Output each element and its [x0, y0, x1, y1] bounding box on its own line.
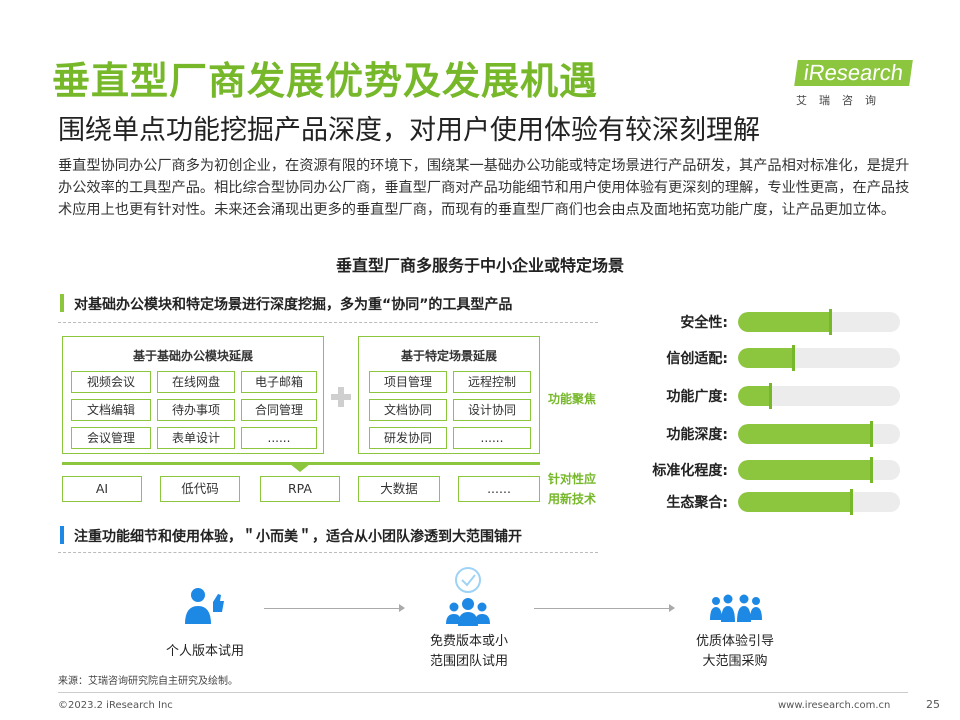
chip-contract: 合同管理 [241, 399, 317, 421]
section1-marker [60, 294, 64, 312]
section2-title: 注重功能细节和使用体验，＂小而美＂，适合从小团队渗透到大范围铺开 [74, 529, 522, 545]
website-link[interactable]: www.iresearch.com.cn [778, 700, 891, 711]
group-scene-title: 基于特定场景延展 [400, 349, 497, 363]
chip-email: 电子邮箱 [241, 371, 317, 393]
bar-label-security: 安全性: [680, 315, 728, 331]
tech-separator [62, 462, 540, 465]
separator-notch [290, 464, 310, 472]
section2-marker [60, 526, 64, 544]
bar-track-depth [738, 424, 900, 444]
group-basic-title: 基于基础办公模块延展 [132, 349, 253, 363]
diagram-heading: 垂直型厂商多服务于中小企业或特定场景 [335, 256, 624, 275]
tech-big-data: 大数据 [358, 476, 440, 502]
bar-marker-0 [829, 309, 832, 335]
bar-track-xinchuang [738, 348, 900, 368]
bar-fill-xinchuang [738, 348, 793, 368]
flow-step3-line2: 大范围采购 [702, 654, 768, 669]
plus-icon [331, 387, 351, 407]
tech-low-code: 低代码 [160, 476, 240, 502]
logo-word: iResearch [794, 60, 913, 86]
bar-marker-3 [870, 421, 873, 447]
bar-marker-1 [792, 345, 795, 371]
bar-label-breadth: 功能广度: [666, 389, 728, 405]
bar-marker-4 [870, 457, 873, 483]
chip-meeting-mgmt: 会议管理 [71, 427, 151, 449]
flow-step3-line1: 优质体验引导 [695, 634, 774, 649]
page-number: 25 [926, 698, 940, 711]
chip-video-meeting: 视频会议 [71, 371, 151, 393]
person-thumbs-up-icon [185, 588, 224, 624]
section1-title: 对基础办公模块和特定场景进行深度挖掘，多为重“协同”的工具型产品 [74, 297, 513, 313]
chip-doc-collab: 文档协同 [369, 399, 447, 421]
chip-cloud-drive: 在线网盘 [157, 371, 235, 393]
bar-fill-standardization [738, 460, 871, 480]
flow-step2-line2: 范围团队试用 [429, 654, 508, 669]
bar-track-standardization [738, 460, 900, 480]
chip-dev-collab: 研发协同 [369, 427, 447, 449]
chip-form-design: 表单设计 [157, 427, 235, 449]
flow-arrow-2 [534, 604, 675, 612]
flow-step1-label: 个人版本试用 [165, 644, 244, 659]
bar-fill-breadth [738, 386, 770, 406]
chip-todo: 待办事项 [157, 399, 235, 421]
chip-more-right: ...... [453, 427, 531, 449]
bar-fill-depth [738, 424, 871, 444]
bar-track-ecosystem [738, 492, 900, 512]
intro-paragraph: 垂直型协同办公厂商多为初创企业，在资源有限的环境下，围绕某一基础办公功能或特定场… [58, 158, 910, 218]
bar-label-xinchuang: 信创适配: [666, 351, 728, 367]
tech-rpa: RPA [260, 476, 340, 502]
bar-fill-security [738, 312, 830, 332]
section1-divider [58, 322, 598, 323]
group-specific-scenes: 基于特定场景延展 项目管理 远程控制 文档协同 设计协同 研发协同 ...... [358, 336, 540, 454]
tech-ai: AI [62, 476, 142, 502]
team-check-icon [446, 567, 490, 626]
chip-doc-edit: 文档编辑 [71, 399, 151, 421]
bar-track-breadth [738, 386, 900, 406]
chip-project-mgmt: 项目管理 [369, 371, 447, 393]
bar-label-ecosystem: 生态聚合: [666, 495, 728, 511]
footer-divider [58, 692, 908, 693]
bar-marker-5 [850, 489, 853, 515]
flow-step2-line1: 免费版本或小 [429, 634, 508, 649]
bar-fill-ecosystem [738, 492, 851, 512]
iresearch-logo: iResearch 艾瑞咨询 [790, 52, 913, 112]
group-basic-modules: 基于基础办公模块延展 视频会议 在线网盘 电子邮箱 文档编辑 待办事项 合同管理… [62, 336, 324, 454]
page-subtitle: 围绕单点功能挖掘产品深度，对用户使用体验有较深刻理解 [58, 115, 760, 146]
flow-arrow-1 [264, 604, 405, 612]
copyright: ©2023.2 iResearch Inc [58, 700, 173, 711]
crowd-icon [710, 594, 762, 622]
logo-sub: 艾瑞咨询 [796, 94, 888, 107]
bar-label-depth: 功能深度: [666, 427, 728, 443]
tech-more: ...... [458, 476, 540, 502]
label-tech-line2: 用新技术 [548, 492, 597, 506]
source-note: 来源：艾瑞咨询研究院自主研究及绘制。 [58, 676, 238, 687]
chip-design-collab: 设计协同 [453, 399, 531, 421]
bar-track-security [738, 312, 900, 332]
label-function-focus: 功能聚焦 [548, 392, 597, 406]
chip-more-left: ...... [241, 427, 317, 449]
page-title: 垂直型厂商发展优势及发展机遇 [52, 59, 599, 103]
section2-divider [58, 552, 598, 553]
label-tech-line1: 针对性应 [548, 472, 597, 486]
bar-marker-2 [769, 383, 772, 409]
chip-remote-control: 远程控制 [453, 371, 531, 393]
bar-label-standardization: 标准化程度: [652, 463, 728, 479]
